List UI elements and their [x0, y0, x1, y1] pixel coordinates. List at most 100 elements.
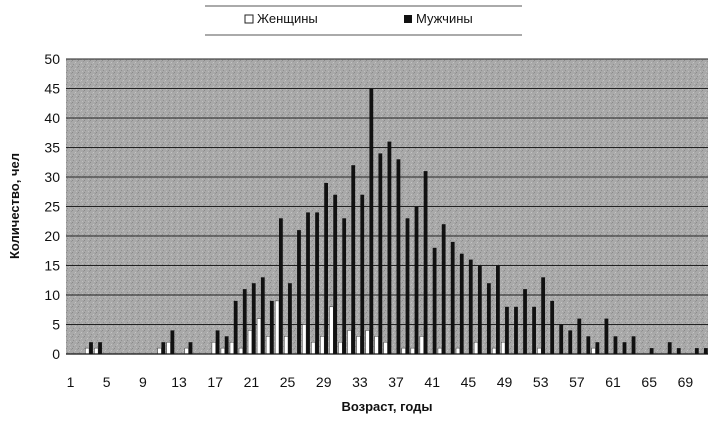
y-tick-label: 20	[44, 228, 60, 244]
bar-men	[586, 336, 591, 354]
bar-women	[157, 347, 162, 355]
bar-women	[238, 347, 244, 355]
x-tick-label: 57	[569, 374, 585, 390]
bar-men	[423, 171, 428, 354]
legend-swatch-women	[244, 14, 254, 24]
bar-men	[351, 165, 356, 354]
bar-men	[577, 318, 582, 354]
bar-women	[256, 318, 262, 355]
bar-men	[559, 324, 564, 354]
x-tick-label: 65	[641, 374, 657, 390]
bar-men	[161, 342, 166, 354]
bar-women	[311, 341, 316, 355]
bar-women	[320, 336, 325, 355]
bar-men	[278, 218, 283, 354]
x-tick-label: 13	[171, 374, 187, 390]
bar-women	[419, 336, 424, 355]
bar-men	[550, 300, 555, 354]
bar-men	[432, 247, 437, 354]
bar-women	[401, 347, 406, 355]
bar-men	[532, 306, 536, 354]
bar-men	[215, 330, 220, 354]
y-axis: 0 5 10 15 20 25 30 35 40 45 50	[44, 51, 60, 362]
bar-men	[333, 194, 338, 354]
bar-men	[514, 306, 518, 354]
bar-men	[604, 318, 609, 354]
bar-men	[523, 289, 527, 354]
bar-men	[251, 283, 256, 354]
bar-men	[242, 289, 247, 354]
bar-men	[315, 212, 319, 354]
bar-men	[324, 182, 329, 354]
bar-men	[224, 336, 229, 354]
x-tick-label: 41	[424, 374, 440, 390]
y-tick-label: 30	[44, 169, 60, 185]
bar-men	[631, 336, 636, 354]
bar-women	[274, 300, 280, 355]
x-tick-label: 53	[533, 374, 549, 390]
bar-men	[441, 224, 446, 354]
bar-men	[568, 330, 573, 354]
bar-women	[455, 347, 461, 355]
bar-men	[595, 342, 600, 354]
bar-women	[537, 347, 542, 355]
x-tick-label: 1	[67, 374, 75, 390]
x-tick-label: 17	[207, 374, 223, 390]
y-tick-label: 5	[52, 317, 60, 333]
bar-men	[360, 194, 365, 354]
bar-women	[184, 347, 189, 355]
x-tick-label: 21	[244, 374, 260, 390]
bar-women	[437, 347, 443, 355]
bar-men	[477, 265, 482, 354]
bar-men	[613, 336, 618, 354]
x-tick-label: 45	[461, 374, 477, 390]
y-tick-label: 25	[44, 199, 60, 215]
y-tick-label: 50	[44, 51, 60, 67]
bar-women	[473, 341, 479, 355]
x-tick-label: 61	[605, 374, 621, 390]
bars	[85, 88, 708, 355]
bar-men	[297, 230, 301, 354]
bar-men	[98, 342, 102, 354]
bar-men	[405, 218, 410, 354]
y-tick-label: 0	[52, 346, 60, 362]
bar-men	[269, 300, 274, 354]
bar-women	[338, 341, 343, 355]
y-tick-label: 35	[44, 140, 60, 156]
bar-men	[541, 277, 546, 354]
bar-women	[491, 347, 497, 355]
y-tick-label: 10	[44, 287, 60, 303]
bar-men	[188, 342, 193, 354]
x-tick-label: 37	[388, 374, 404, 390]
legend-label-women: Женщины	[257, 11, 318, 26]
x-axis-title: Возраст, годы	[342, 399, 433, 414]
x-tick-label: 49	[497, 374, 513, 390]
bar-men	[260, 277, 265, 354]
legend-swatch-men	[404, 15, 412, 23]
bar-women	[374, 336, 379, 355]
bar-men	[288, 283, 292, 354]
bar-women	[265, 336, 271, 355]
bar-women	[211, 341, 216, 355]
bar-women	[501, 341, 506, 355]
bar-men	[342, 218, 347, 354]
x-tick-label: 5	[103, 374, 111, 390]
bar-men	[667, 342, 672, 354]
legend: Женщины Мужчины	[205, 5, 522, 36]
bar-women	[329, 306, 334, 355]
bar-women	[283, 336, 289, 355]
bar-women	[229, 341, 235, 355]
x-tick-label: 25	[280, 374, 296, 390]
bar-men	[387, 141, 392, 354]
bar-women	[166, 341, 171, 355]
bar-women	[85, 347, 90, 355]
bar-men	[496, 265, 500, 354]
bar-men	[649, 348, 654, 354]
bar-men	[233, 300, 238, 354]
bar-men	[89, 342, 93, 354]
bar-men	[369, 88, 374, 354]
bar-women	[410, 347, 415, 355]
bar-women	[94, 347, 99, 355]
